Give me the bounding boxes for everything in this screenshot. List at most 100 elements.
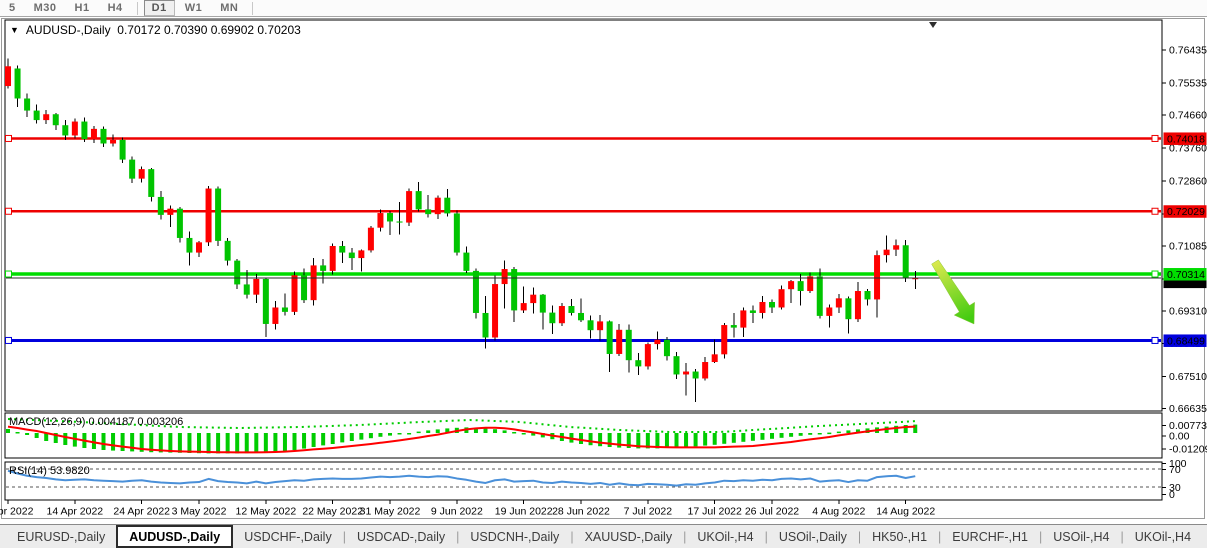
candle-body	[33, 110, 40, 121]
macd-histogram-bar	[636, 433, 641, 449]
candle-body	[635, 360, 642, 367]
main-price-panel[interactable]	[4, 19, 1163, 412]
level-line-anchor[interactable]	[1151, 134, 1159, 142]
symbol-tab-eurchf-h1[interactable]: EURCHF-,H1	[952, 529, 1028, 544]
level-line-anchor[interactable]	[5, 207, 12, 215]
date-axis-label: 28 Jun 2022	[552, 506, 610, 518]
macd-histogram-bar	[149, 433, 154, 453]
symbol-tab-xauusd-daily[interactable]: XAUUSD-,Daily	[584, 529, 673, 544]
symbol-tab-usoil-daily[interactable]: USOil-,Daily	[778, 529, 847, 544]
candle-body	[301, 275, 308, 301]
price-axis-label: 0.67510	[1169, 371, 1207, 383]
tab-nav: ◂▸	[1202, 525, 1207, 548]
macd-histogram-bar	[378, 433, 383, 437]
macd-histogram-bar	[913, 424, 918, 433]
candle-body	[406, 191, 413, 223]
macd-histogram-bar	[282, 433, 287, 451]
macd-histogram-bar	[416, 431, 421, 434]
candle-body	[281, 307, 288, 312]
macd-histogram-bar	[664, 433, 669, 448]
level-line-anchor[interactable]	[5, 270, 12, 278]
macd-histogram-bar	[789, 433, 794, 437]
macd-histogram-bar	[158, 433, 163, 453]
candle-body	[119, 139, 126, 160]
macd-histogram-bar	[407, 433, 412, 435]
level-line-anchor[interactable]	[1151, 270, 1159, 278]
macd-histogram-bar	[321, 433, 326, 446]
macd-histogram-bar	[120, 433, 125, 451]
candle-body	[472, 270, 479, 313]
date-axis-label: 14 Aug 2022	[876, 506, 935, 518]
timeframe-button-h4[interactable]: H4	[107, 2, 123, 14]
candle-body	[501, 269, 508, 285]
candle-body	[358, 250, 365, 259]
timeframe-button-d1[interactable]: D1	[143, 0, 175, 16]
timeframe-button-mn[interactable]: MN	[220, 2, 239, 14]
candle-body	[62, 125, 69, 136]
level-line-anchor[interactable]	[1151, 336, 1159, 344]
candle-body	[912, 278, 919, 280]
candle-body	[100, 128, 107, 144]
macd-histogram-bar	[512, 432, 517, 434]
symbol-tab-ukoil-h4[interactable]: UKOil-,H4	[697, 529, 754, 544]
date-axis-label: 7 Jul 2022	[624, 506, 673, 518]
macd-histogram-bar	[349, 433, 354, 441]
macd-histogram-bar	[397, 433, 402, 435]
chart-shift-marker-icon[interactable]	[929, 22, 937, 28]
price-axis-label: 0.75535	[1169, 77, 1207, 89]
candle-body	[148, 169, 155, 197]
tab-separator: |	[570, 529, 574, 544]
date-axis-label: 9 Jun 2022	[431, 506, 483, 518]
candle-body	[129, 159, 136, 179]
candle-body	[807, 276, 814, 292]
symbol-tab-usdcnh-daily[interactable]: USDCNH-,Daily	[470, 529, 560, 544]
macd-histogram-bar	[139, 433, 144, 452]
candle-body	[71, 121, 78, 136]
candle-body	[702, 362, 709, 379]
symbol-tab-usoil-h4[interactable]: USOil-,H4	[1053, 529, 1110, 544]
rsi-axis-label: 100	[1169, 458, 1187, 470]
symbol-tab-ukoil-h4[interactable]: UKOil-,H4	[1134, 529, 1192, 544]
level-line-anchor[interactable]	[5, 134, 12, 142]
timeframe-button-5[interactable]: 5	[9, 2, 16, 14]
macd-histogram-bar	[216, 433, 221, 454]
timeframe-button-w1[interactable]: W1	[184, 2, 203, 14]
tab-separator: |	[857, 529, 862, 544]
timeframe-toolbar: 5 M30 H1 H4 D1 W1 MN	[0, 0, 1207, 17]
macd-histogram-bar	[235, 433, 240, 454]
rsi-axis-label: 0	[1169, 489, 1175, 501]
timeframe-button-h1[interactable]: H1	[74, 2, 90, 14]
level-axis-label-text: 0.74018	[1167, 133, 1205, 145]
macd-histogram-bar	[130, 433, 135, 452]
symbol-tab-usdcad-daily[interactable]: USDCAD-,Daily	[356, 529, 446, 544]
candle-body	[788, 281, 795, 290]
candle-body	[24, 98, 31, 111]
candle-body	[320, 265, 327, 271]
rsi-panel[interactable]	[4, 461, 1163, 501]
symbol-tab-audusd-daily[interactable]: AUDUSD-,Daily	[116, 525, 234, 548]
level-line-anchor[interactable]	[5, 336, 12, 344]
level-line-anchor[interactable]	[1151, 207, 1159, 215]
macd-histogram-bar	[15, 432, 20, 434]
annotation-arrow-icon[interactable]	[931, 259, 975, 325]
tab-separator: |	[1039, 529, 1043, 544]
macd-histogram-bar	[779, 433, 784, 438]
macd-histogram-bar	[111, 433, 116, 451]
symbol-tab-eurusd-daily[interactable]: EURUSD-,Daily	[17, 529, 106, 544]
timeframe-button-m30[interactable]: M30	[33, 2, 57, 14]
candle-body	[797, 281, 804, 292]
symbol-tab-usdchf-daily[interactable]: USDCHF-,Daily	[244, 529, 332, 544]
macd-histogram-bar	[827, 432, 832, 435]
macd-histogram-bar	[903, 425, 908, 433]
candle-body	[110, 139, 117, 144]
candle-body	[692, 371, 699, 379]
chart-area[interactable]: 0.764350.755350.746600.737600.728600.719…	[0, 17, 1207, 520]
toolbar-separator	[252, 1, 254, 15]
macd-histogram-bar	[817, 433, 822, 435]
symbol-tab-hk50-h1[interactable]: HK50-,H1	[872, 529, 928, 544]
date-axis-label: 26 Jul 2022	[745, 506, 799, 518]
candle-body	[234, 260, 241, 285]
macd-histogram-bar	[808, 433, 813, 435]
tab-separator: |	[342, 529, 346, 544]
date-axis-label: 4 Aug 2022	[812, 506, 865, 518]
